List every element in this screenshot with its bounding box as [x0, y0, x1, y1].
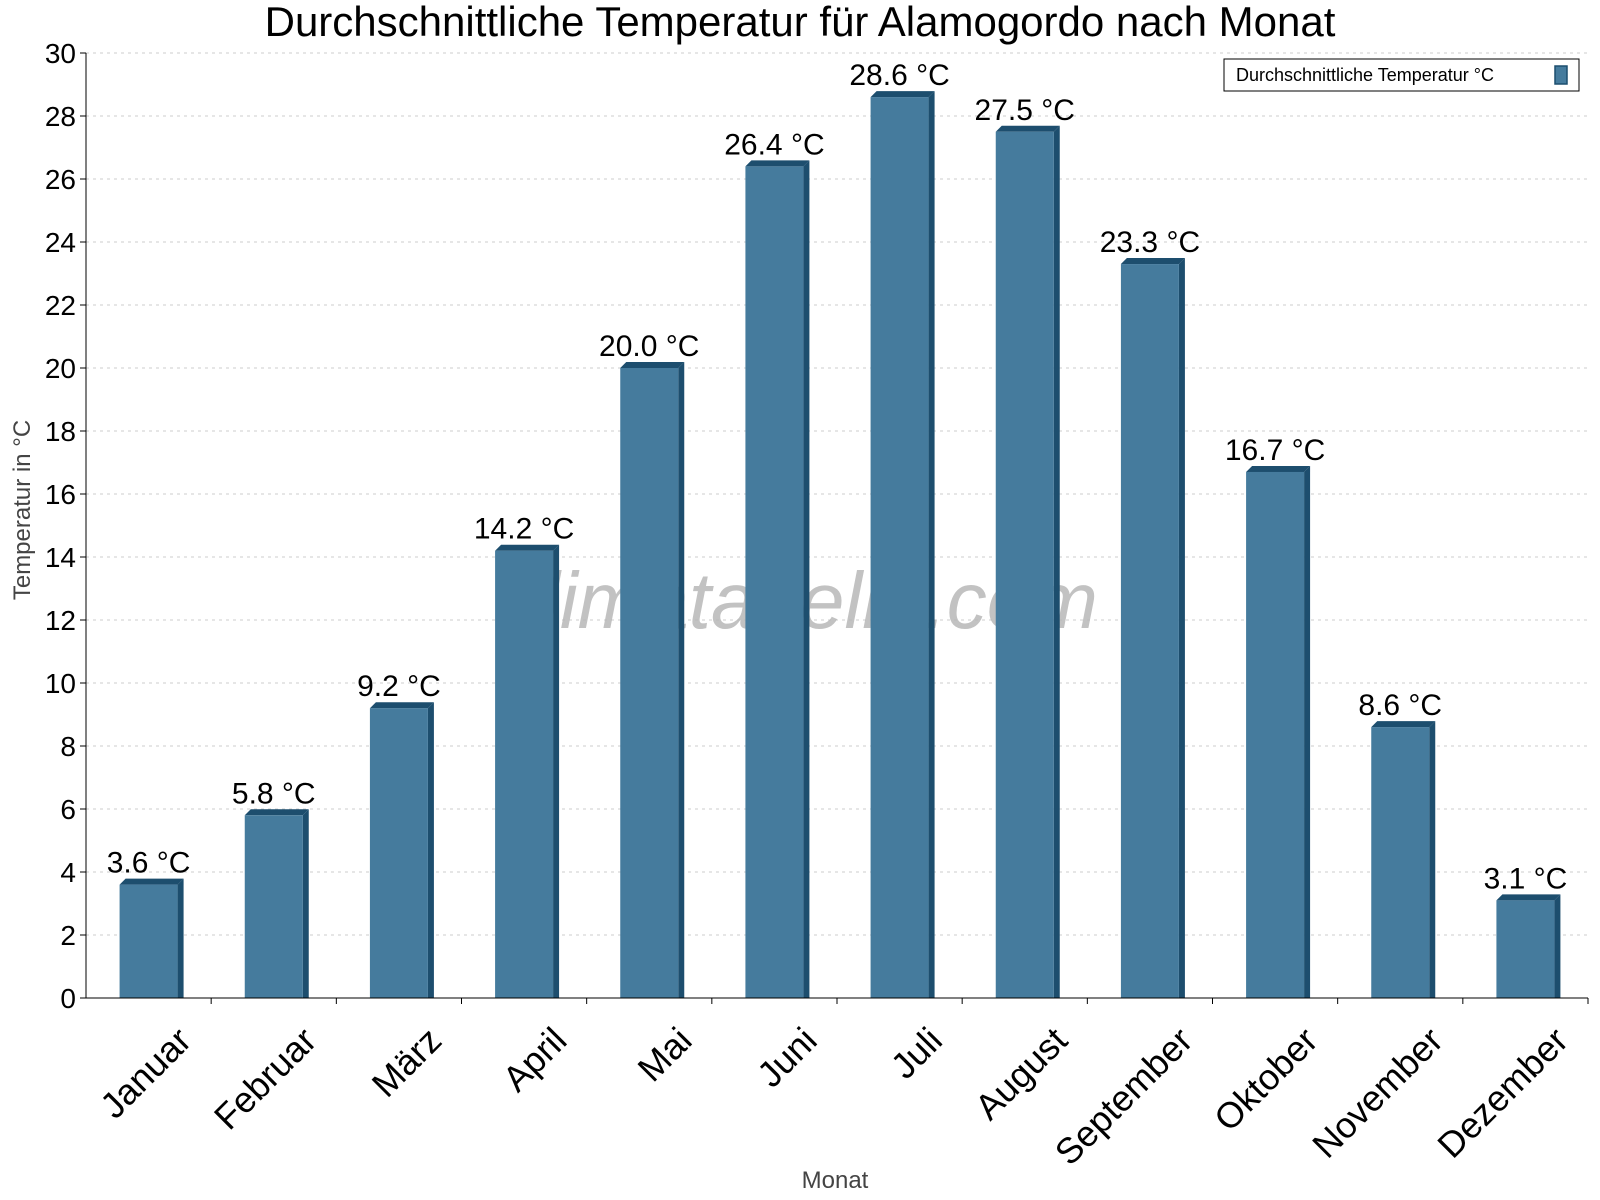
x-tick-label: Dezember: [1429, 1019, 1575, 1165]
x-tick-label: Oktober: [1206, 1019, 1326, 1139]
bar-top: [1371, 721, 1436, 728]
x-tick-label: Januar: [92, 1019, 199, 1126]
grid: [86, 52, 1588, 936]
bar-side: [1429, 721, 1436, 998]
bar-side: [177, 878, 184, 998]
bar-side: [803, 160, 810, 998]
x-tick-label: Februar: [206, 1019, 324, 1137]
y-tick-label: 8: [60, 731, 76, 762]
bar-side: [1178, 258, 1185, 998]
x-tick-label: November: [1304, 1019, 1450, 1165]
bar: [995, 131, 1054, 998]
data-label: 28.6 °C: [849, 59, 949, 92]
bar-top: [244, 809, 309, 816]
data-label: 27.5 °C: [975, 94, 1075, 127]
bar-top: [870, 91, 935, 98]
y-tick-label: 16: [45, 479, 76, 510]
y-tick-label: 2: [60, 920, 76, 951]
bar-top: [995, 125, 1060, 132]
y-tick-label: 14: [45, 542, 76, 573]
y-tick-label: 28: [45, 101, 76, 132]
x-axis-title: Monat: [802, 1167, 869, 1194]
y-tick-label: 4: [60, 857, 76, 888]
bar: [1371, 727, 1430, 998]
x-axis-ticks: Januar Februar März April Mai Juni Juli AugustS…: [92, 998, 1589, 1173]
y-tick-label: 22: [45, 290, 76, 321]
data-label: 20.0 °C: [599, 330, 699, 363]
bar-top: [1120, 258, 1185, 265]
y-tick-label: 12: [45, 605, 76, 636]
data-label: 5.8 °C: [232, 777, 316, 810]
bar-top: [369, 702, 434, 709]
bar: [870, 97, 929, 999]
x-tick-label: März: [364, 1019, 450, 1105]
bar-side: [1053, 125, 1060, 998]
data-label: 16.7 °C: [1225, 434, 1325, 467]
chart-title: Durchschnittliche Temperatur für Alamogo…: [265, 0, 1336, 45]
x-tick-label: Juli: [883, 1019, 950, 1086]
bar-side: [302, 809, 309, 998]
bar-side: [553, 544, 560, 998]
axes: [85, 53, 1588, 999]
y-tick-label: 26: [45, 164, 76, 195]
data-label: 3.6 °C: [107, 847, 191, 880]
y-tick-label: 20: [45, 353, 76, 384]
y-tick-label: 6: [60, 794, 76, 825]
data-label: 3.1 °C: [1484, 862, 1568, 895]
bar: [745, 166, 804, 998]
legend-label: Durchschnittliche Temperatur °C: [1236, 65, 1494, 85]
x-tick-label: April: [494, 1019, 574, 1099]
bar-top: [745, 160, 810, 167]
data-label: 14.2 °C: [474, 513, 574, 546]
legend-swatch: [1554, 65, 1568, 85]
y-axis-title: Temperatur in °C: [9, 420, 36, 600]
bar: [620, 368, 679, 998]
bar-side: [1304, 465, 1311, 998]
bar-top: [1496, 894, 1561, 901]
legend-box: [1223, 58, 1580, 92]
bar: [369, 708, 428, 998]
x-tick-label: Juni: [749, 1019, 825, 1095]
bars: 3.6 °C 5.8 °C 9.2 °C 14.2 °C 20.0 °C 26.4 °C 2…: [107, 59, 1568, 999]
y-tick-label: 30: [45, 38, 76, 69]
data-label: 26.4 °C: [724, 128, 824, 161]
y-tick-label: 0: [60, 983, 76, 1014]
bar: [1496, 900, 1555, 998]
bar-top: [1246, 465, 1311, 472]
y-tick-label: 18: [45, 416, 76, 447]
bar: [1120, 264, 1179, 998]
x-tick-label: September: [1047, 1019, 1201, 1173]
x-tick-label: August: [967, 1019, 1075, 1127]
bar-side: [928, 91, 935, 999]
bar: [1246, 471, 1305, 998]
data-label: 23.3 °C: [1100, 226, 1200, 259]
data-label: 9.2 °C: [357, 670, 441, 703]
bar: [119, 884, 178, 998]
data-label: 8.6 °C: [1358, 689, 1442, 722]
bar-top: [620, 362, 685, 368]
bar-top: [495, 544, 560, 551]
x-tick-label: Mai: [630, 1019, 700, 1089]
bar: [495, 550, 554, 998]
bar-side: [427, 702, 434, 998]
legend: Durchschnittliche Temperatur °C: [1223, 58, 1580, 92]
bar-top: [119, 878, 184, 885]
bar: [244, 815, 303, 998]
y-tick-label: 24: [45, 227, 76, 258]
bar-side: [678, 362, 685, 998]
bar-side: [1554, 894, 1561, 998]
y-tick-label: 10: [45, 668, 76, 699]
